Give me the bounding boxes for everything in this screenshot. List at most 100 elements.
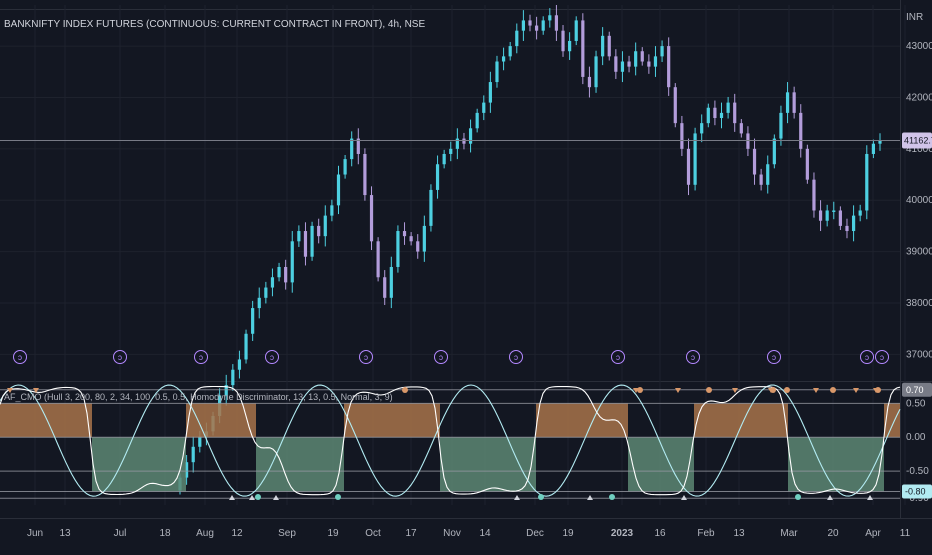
candle-body xyxy=(739,123,743,134)
oscillator-cloud-slice xyxy=(830,437,832,492)
oscillator-cloud-slice xyxy=(572,403,574,438)
oscillator-cloud-slice xyxy=(308,437,310,492)
event-marker-glyph: ↄ xyxy=(364,353,368,362)
candle-body xyxy=(785,92,790,113)
oscillator-cloud-slice xyxy=(772,403,774,438)
oscillator-cloud-slice xyxy=(294,437,296,492)
oscillator-cloud-slice xyxy=(76,403,78,438)
oscillator-cloud-slice xyxy=(334,437,336,492)
oscillator-cloud-slice xyxy=(82,403,84,438)
oscillator-cloud-slice xyxy=(832,437,834,492)
oscillator-cloud-slice xyxy=(686,437,688,492)
oscillator-cloud-slice xyxy=(114,437,116,492)
oscillator-tick-label: 0.50 xyxy=(906,398,926,409)
oscillator-cloud-slice xyxy=(708,403,710,438)
candle-body xyxy=(310,225,314,257)
oscillator-cloud-slice xyxy=(228,403,230,438)
oscillator-cloud-slice xyxy=(306,437,308,492)
oscillator-cloud-slice xyxy=(224,403,226,438)
oscillator-cloud-slice xyxy=(116,437,118,492)
oscillator-cloud-slice xyxy=(516,437,518,492)
oscillator-cloud-slice xyxy=(266,437,268,492)
oscillator-cloud-slice xyxy=(512,437,514,492)
oscillator-cloud-slice xyxy=(720,403,722,438)
oscillator-cloud-slice xyxy=(106,437,108,492)
top-circle-marker xyxy=(637,387,643,393)
time-tick-label: Aug xyxy=(196,528,214,539)
price-tick-label: 38000.00 xyxy=(906,298,932,309)
oscillator-cloud-slice xyxy=(710,403,712,438)
oscillator-cloud-slice xyxy=(568,403,570,438)
oscillator-cloud-slice xyxy=(312,437,314,492)
oscillator-cloud-slice xyxy=(24,403,26,438)
candle-body xyxy=(673,87,677,124)
candle-body xyxy=(468,128,473,144)
oscillator-cloud-slice xyxy=(480,437,482,492)
oscillator-cloud-slice xyxy=(322,437,324,492)
oscillator-cloud-slice xyxy=(316,437,318,492)
event-marker-glyph: ↄ xyxy=(270,353,274,362)
bottom-circle-marker xyxy=(795,494,801,500)
oscillator-cloud-slice xyxy=(478,437,480,492)
oscillator-cloud-slice xyxy=(826,437,828,492)
oscillator-cloud-slice xyxy=(156,437,158,492)
event-marker xyxy=(860,350,874,364)
event-marker-glyph: ↄ xyxy=(880,353,884,362)
oscillator-cloud-slice xyxy=(314,437,316,492)
oscillator-cloud-slice xyxy=(774,403,776,438)
oscillator-cloud-slice xyxy=(704,403,706,438)
oscillator-cloud-slice xyxy=(20,403,22,438)
oscillator-cloud-slice xyxy=(110,437,112,492)
candle-body xyxy=(805,148,809,180)
oscillator-cloud-slice xyxy=(766,403,768,438)
oscillator-cloud-slice xyxy=(546,403,548,438)
candle-body xyxy=(488,82,492,103)
oscillator-cloud-slice xyxy=(846,437,848,492)
oscillator-cloud-slice xyxy=(856,437,858,492)
oscillator-cloud-slice xyxy=(770,403,772,438)
oscillator-cloud-slice xyxy=(734,403,736,438)
oscillator-cloud-slice xyxy=(138,437,140,492)
oscillator-cloud-slice xyxy=(280,437,282,492)
oscillator-cloud-slice xyxy=(80,403,82,438)
oscillator-cloud-slice xyxy=(56,403,58,438)
oscillator-cloud-slice xyxy=(762,403,764,438)
oscillator-cloud-slice xyxy=(452,437,454,492)
last-price-label: 41162.70 xyxy=(904,135,932,145)
event-marker xyxy=(194,350,208,364)
oscillator-tick-label: -0.50 xyxy=(906,466,929,477)
oscillator-cloud-slice xyxy=(30,403,32,438)
candle-body xyxy=(231,369,235,386)
oscillator-cloud-slice xyxy=(808,437,810,492)
oscillator-cloud-slice xyxy=(726,403,728,438)
oscillator-cloud-slice xyxy=(570,403,572,438)
candle-body xyxy=(277,266,281,278)
candle-body xyxy=(442,153,446,165)
oscillator-cloud-slice xyxy=(68,403,70,438)
oscillator-cloud-slice xyxy=(668,437,670,492)
oscillator-cloud-slice xyxy=(544,403,546,438)
oscillator-cloud-slice xyxy=(476,437,478,492)
oscillator-cloud-slice xyxy=(506,437,508,492)
oscillator-cloud-slice xyxy=(290,437,292,492)
oscillator-cloud-slice xyxy=(26,403,28,438)
oscillator-cloud-slice xyxy=(652,437,654,492)
oscillator-cloud-slice xyxy=(244,403,246,438)
oscillator-cloud-slice xyxy=(74,403,76,438)
oscillator-cloud-slice xyxy=(352,403,354,438)
oscillator-cloud-slice xyxy=(90,403,92,438)
oscillator-cloud-slice xyxy=(400,403,402,438)
candle-body xyxy=(508,46,512,57)
oscillator-cloud-slice xyxy=(664,437,666,492)
oscillator-cloud-slice xyxy=(384,403,386,438)
oscillator-cloud-slice xyxy=(588,403,590,438)
oscillator-cloud-slice xyxy=(780,403,782,438)
oscillator-cloud-slice xyxy=(416,403,418,438)
oscillator-cloud-slice xyxy=(234,403,236,438)
oscillator-cloud-slice xyxy=(298,437,300,492)
candle-body xyxy=(640,51,644,62)
candle-body xyxy=(455,138,459,149)
oscillator-cloud-slice xyxy=(706,403,708,438)
candle-body xyxy=(667,46,671,88)
